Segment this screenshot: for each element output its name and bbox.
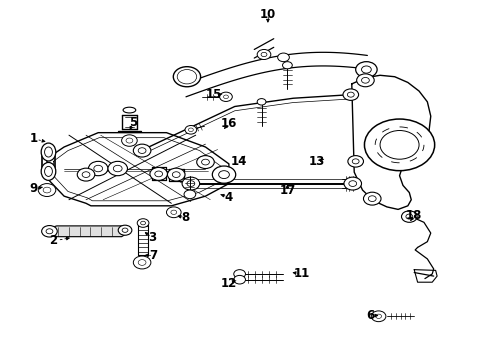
Ellipse shape bbox=[44, 166, 52, 176]
Circle shape bbox=[108, 161, 127, 176]
Text: 3: 3 bbox=[147, 231, 156, 244]
Circle shape bbox=[233, 270, 245, 278]
Text: 15: 15 bbox=[205, 88, 222, 101]
Ellipse shape bbox=[41, 143, 56, 161]
Circle shape bbox=[166, 207, 181, 218]
Circle shape bbox=[343, 177, 361, 190]
Text: 2: 2 bbox=[49, 234, 57, 247]
Circle shape bbox=[126, 138, 133, 143]
Circle shape bbox=[375, 314, 381, 319]
Circle shape bbox=[356, 74, 373, 87]
Circle shape bbox=[118, 225, 132, 235]
Circle shape bbox=[186, 181, 194, 186]
Circle shape bbox=[88, 161, 108, 176]
Circle shape bbox=[150, 167, 167, 180]
Text: 9: 9 bbox=[30, 183, 38, 195]
Circle shape bbox=[257, 49, 270, 59]
Circle shape bbox=[201, 159, 209, 165]
Circle shape bbox=[233, 275, 245, 284]
Circle shape bbox=[170, 210, 176, 215]
Text: 1: 1 bbox=[30, 132, 38, 145]
Text: 8: 8 bbox=[181, 211, 189, 224]
Circle shape bbox=[77, 168, 95, 181]
Text: 17: 17 bbox=[279, 184, 295, 197]
Circle shape bbox=[223, 95, 228, 99]
Text: 18: 18 bbox=[405, 209, 422, 222]
Ellipse shape bbox=[123, 107, 136, 113]
Text: 4: 4 bbox=[224, 191, 233, 204]
Circle shape bbox=[363, 192, 380, 205]
Circle shape bbox=[379, 131, 418, 159]
Circle shape bbox=[46, 229, 53, 234]
Circle shape bbox=[364, 119, 434, 171]
Circle shape bbox=[347, 156, 363, 167]
Circle shape bbox=[138, 260, 146, 265]
Text: 7: 7 bbox=[148, 249, 157, 262]
Text: 16: 16 bbox=[220, 117, 237, 130]
Circle shape bbox=[219, 92, 232, 102]
Circle shape bbox=[141, 221, 145, 225]
Circle shape bbox=[155, 171, 162, 177]
Text: 14: 14 bbox=[230, 155, 246, 168]
Circle shape bbox=[38, 184, 56, 197]
Circle shape bbox=[137, 219, 149, 227]
Circle shape bbox=[261, 52, 266, 57]
Polygon shape bbox=[47, 226, 128, 237]
Circle shape bbox=[113, 165, 122, 172]
Polygon shape bbox=[351, 75, 430, 210]
Text: 5: 5 bbox=[129, 116, 137, 129]
Text: 12: 12 bbox=[220, 277, 237, 290]
Circle shape bbox=[122, 228, 128, 232]
Circle shape bbox=[180, 72, 193, 81]
Circle shape bbox=[133, 144, 151, 157]
Circle shape bbox=[184, 126, 196, 134]
Circle shape bbox=[346, 92, 353, 97]
Circle shape bbox=[94, 165, 102, 172]
Circle shape bbox=[43, 187, 51, 193]
Circle shape bbox=[257, 99, 265, 105]
Text: 10: 10 bbox=[259, 8, 275, 21]
Circle shape bbox=[370, 311, 385, 321]
Circle shape bbox=[41, 226, 57, 237]
Circle shape bbox=[138, 148, 146, 153]
Circle shape bbox=[122, 135, 137, 146]
Text: 13: 13 bbox=[308, 155, 324, 168]
Circle shape bbox=[342, 89, 358, 100]
Circle shape bbox=[277, 53, 289, 62]
Circle shape bbox=[401, 211, 416, 222]
Circle shape bbox=[188, 128, 193, 132]
Circle shape bbox=[167, 168, 184, 181]
Circle shape bbox=[82, 172, 90, 177]
Circle shape bbox=[196, 156, 214, 168]
Circle shape bbox=[367, 196, 375, 202]
Text: 6: 6 bbox=[366, 309, 374, 322]
Circle shape bbox=[133, 256, 151, 269]
Ellipse shape bbox=[44, 147, 52, 157]
Text: 11: 11 bbox=[293, 267, 309, 280]
Circle shape bbox=[361, 77, 368, 83]
Circle shape bbox=[173, 67, 200, 87]
Polygon shape bbox=[47, 133, 228, 206]
Circle shape bbox=[351, 159, 358, 164]
Circle shape bbox=[282, 62, 292, 69]
Circle shape bbox=[177, 69, 196, 84]
Circle shape bbox=[183, 190, 195, 199]
Circle shape bbox=[218, 171, 229, 179]
Ellipse shape bbox=[41, 162, 56, 180]
Circle shape bbox=[172, 172, 180, 177]
Circle shape bbox=[182, 177, 199, 190]
Circle shape bbox=[361, 66, 370, 73]
Circle shape bbox=[348, 181, 356, 186]
Circle shape bbox=[212, 166, 235, 183]
Circle shape bbox=[405, 214, 412, 219]
Circle shape bbox=[355, 62, 376, 77]
